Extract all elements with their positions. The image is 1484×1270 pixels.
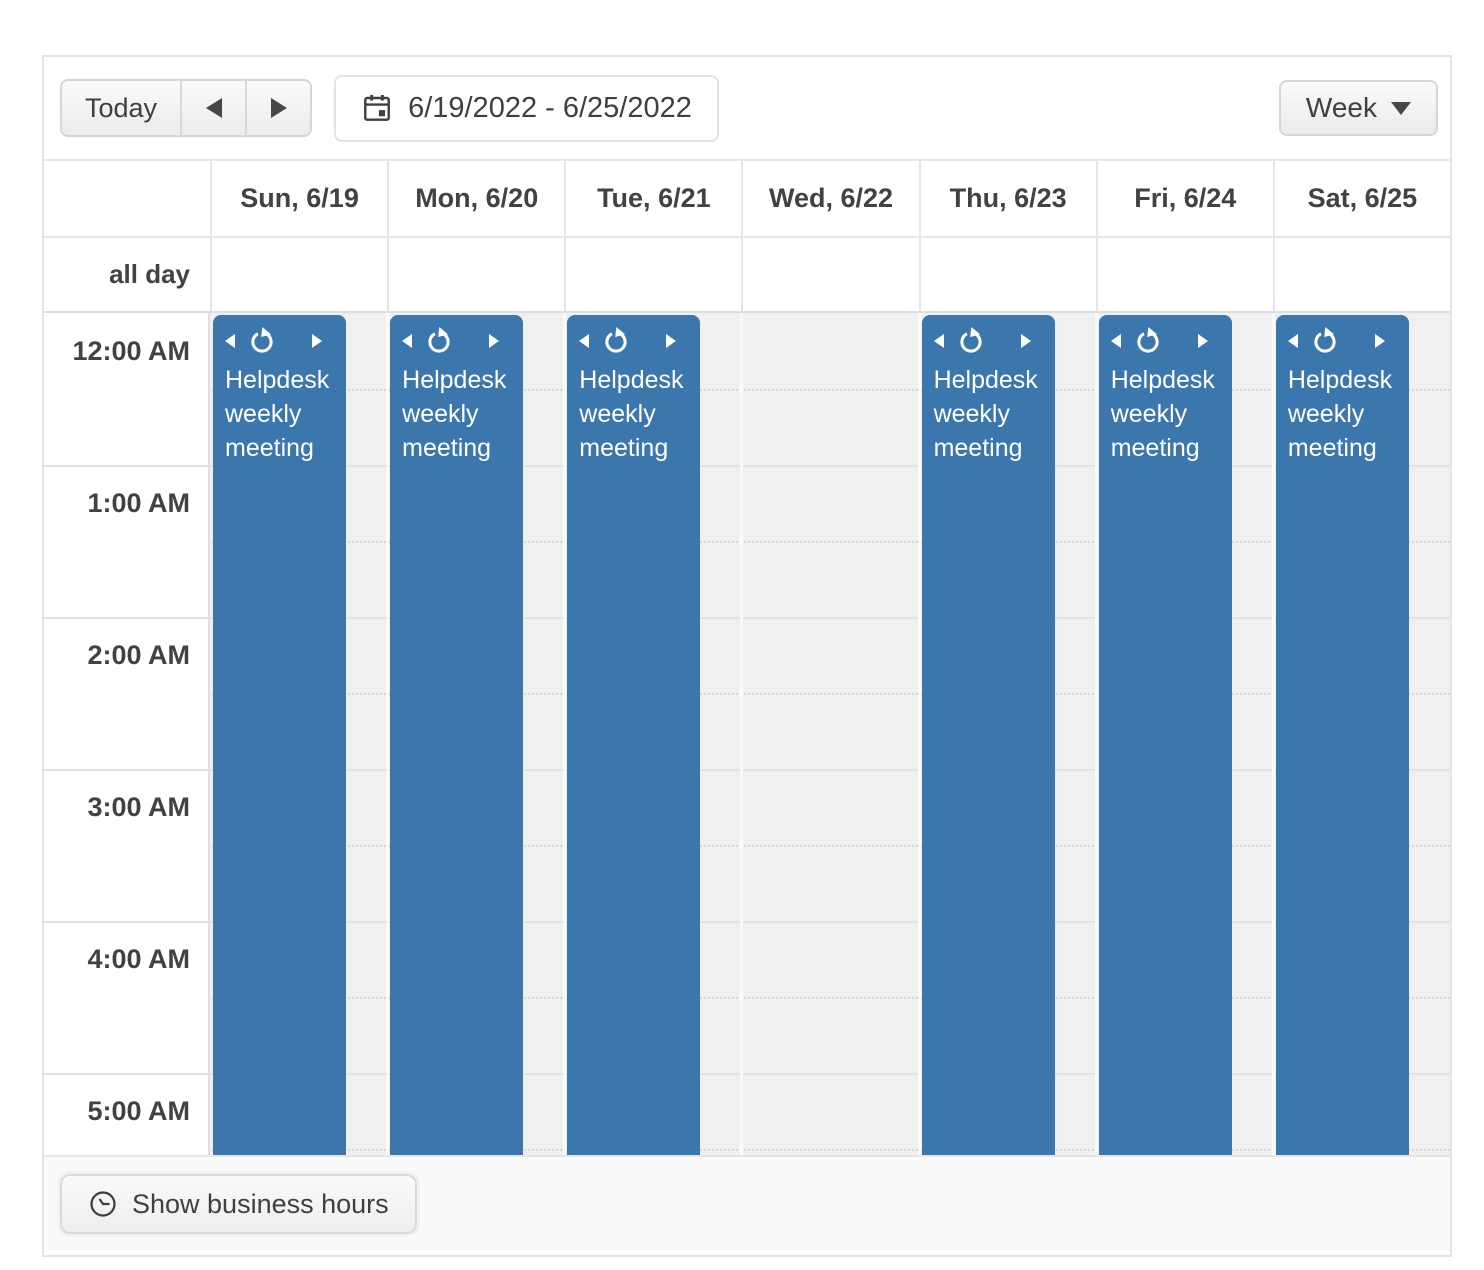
event-icon-row (1276, 315, 1409, 357)
hour-line (44, 617, 1450, 619)
day-header-cell: Tue, 6/21 (564, 161, 741, 236)
prev-button[interactable] (180, 81, 245, 135)
event-continues-right-icon (489, 334, 500, 348)
event-continues-left-icon (225, 334, 235, 348)
event-helpdesk-weekly-meeting[interactable]: Helpdesk weekly meeting (213, 315, 346, 1155)
recurrence-icon (428, 327, 450, 353)
event-continues-left-icon (933, 334, 944, 348)
scheduler-footer: Show business hours (44, 1155, 1450, 1251)
chevron-down-icon (1391, 101, 1411, 115)
half-hour-line (212, 845, 1450, 847)
date-range-label: 6/19/2022 - 6/25/2022 (408, 91, 692, 124)
half-hour-line (212, 541, 1450, 543)
event-continues-left-icon (402, 334, 413, 348)
event-continues-left-icon (1110, 334, 1121, 348)
scheduler-toolbar: Today 6/19/2022 - 6/25/2022 Week (44, 57, 1450, 161)
time-grid: 12:00 AM 1:00 AM 2:00 AM 3:00 AM 4:00 AM 5:00… (44, 313, 1450, 1155)
day-header-row: Sun, 6/19 Mon, 6/20 Tue, 6/21 Wed, 6/22 Thu,… (44, 161, 1450, 238)
all-day-cell[interactable] (918, 238, 1096, 311)
day-header-cell: Thu, 6/23 (918, 161, 1096, 236)
next-button[interactable] (245, 81, 310, 135)
event-continues-right-icon (1197, 334, 1208, 348)
event-title: Helpdesk weekly meeting (1287, 366, 1393, 462)
hour-line (44, 921, 1450, 923)
column-separator (740, 313, 744, 1155)
time-label: 3:00 AM (87, 791, 190, 822)
event-icon-row (567, 315, 700, 357)
event-continues-right-icon (666, 334, 677, 348)
half-hour-line (212, 693, 1450, 695)
event-helpdesk-weekly-meeting[interactable]: Helpdesk weekly meeting (1275, 315, 1409, 1155)
half-hour-line (212, 1149, 1450, 1151)
all-day-row: all day (44, 238, 1450, 313)
all-day-cell[interactable] (210, 238, 387, 311)
chevron-left-icon (205, 98, 222, 118)
nav-button-group: Today (60, 79, 313, 137)
half-hour-line (212, 389, 1450, 391)
all-day-cell[interactable] (564, 238, 741, 311)
half-hour-line (212, 997, 1450, 999)
day-header-cell: Fri, 6/24 (1095, 161, 1273, 236)
time-label: 4:00 AM (87, 943, 190, 974)
all-day-cell[interactable] (387, 238, 564, 311)
event-helpdesk-weekly-meeting[interactable]: Helpdesk weekly meeting (1098, 315, 1232, 1155)
time-gutter-column (44, 313, 210, 1155)
event-continues-left-icon (1287, 334, 1298, 348)
column-separator (1094, 313, 1098, 1155)
event-title: Helpdesk weekly meeting (1110, 366, 1215, 462)
event-continues-left-icon (579, 334, 590, 348)
toolbar-left-group: Today 6/19/2022 - 6/25/2022 (60, 74, 719, 142)
column-separator (563, 313, 567, 1155)
time-label: 1:00 AM (87, 487, 190, 518)
calendar-icon (364, 94, 390, 121)
show-business-hours-button[interactable]: Show business hours (60, 1174, 417, 1234)
column-separator (1271, 313, 1275, 1155)
day-header-cell: Sun, 6/19 (210, 161, 387, 236)
all-day-cell[interactable] (1095, 238, 1273, 311)
time-label: 12:00 AM (72, 335, 190, 366)
time-label: 2:00 AM (87, 639, 190, 670)
header-gutter (44, 161, 210, 236)
column-separator (386, 313, 390, 1155)
scheduler: Today 6/19/2022 - 6/25/2022 Week Su (42, 55, 1452, 1257)
event-title: Helpdesk weekly meeting (933, 366, 1038, 462)
event-title: Helpdesk weekly meeting (579, 366, 684, 462)
event-title: Helpdesk weekly meeting (225, 366, 330, 462)
event-continues-right-icon (312, 334, 322, 348)
recurrence-icon (1137, 327, 1159, 353)
event-icon-row (922, 315, 1055, 357)
event-helpdesk-weekly-meeting[interactable]: Helpdesk weekly meeting (390, 315, 524, 1155)
day-column[interactable] (741, 313, 918, 1155)
recurrence-icon (605, 327, 627, 353)
event-continues-right-icon (1374, 334, 1385, 348)
column-separator (917, 313, 921, 1155)
date-range-picker[interactable]: 6/19/2022 - 6/25/2022 (334, 74, 719, 142)
day-header-cell: Wed, 6/22 (741, 161, 918, 236)
chevron-right-icon (270, 98, 287, 118)
hour-line (44, 769, 1450, 771)
event-continues-right-icon (1020, 334, 1031, 348)
day-header-cell: Sat, 6/25 (1272, 161, 1450, 236)
event-icon-row (1099, 315, 1232, 357)
recurrence-icon (251, 327, 273, 353)
day-header-cell: Mon, 6/20 (387, 161, 564, 236)
time-label: 5:00 AM (87, 1095, 190, 1126)
show-business-hours-label: Show business hours (132, 1188, 389, 1219)
all-day-label: all day (109, 259, 190, 289)
hour-line (44, 1073, 1450, 1075)
event-icon-row (390, 315, 523, 357)
event-helpdesk-weekly-meeting[interactable]: Helpdesk weekly meeting (567, 315, 701, 1155)
recurrence-icon (959, 327, 982, 353)
view-selector-dropdown[interactable]: Week (1278, 80, 1438, 136)
clock-icon (90, 1191, 116, 1217)
hour-line (44, 465, 1450, 467)
all-day-cell[interactable] (741, 238, 918, 311)
event-helpdesk-weekly-meeting[interactable]: Helpdesk weekly meeting (921, 315, 1055, 1155)
view-selector-label: Week (1305, 92, 1377, 123)
recurrence-icon (1314, 327, 1336, 353)
today-button[interactable]: Today (62, 81, 180, 135)
event-title: Helpdesk weekly meeting (402, 366, 507, 462)
all-day-cell[interactable] (1272, 238, 1450, 311)
event-icon-row (213, 315, 346, 357)
